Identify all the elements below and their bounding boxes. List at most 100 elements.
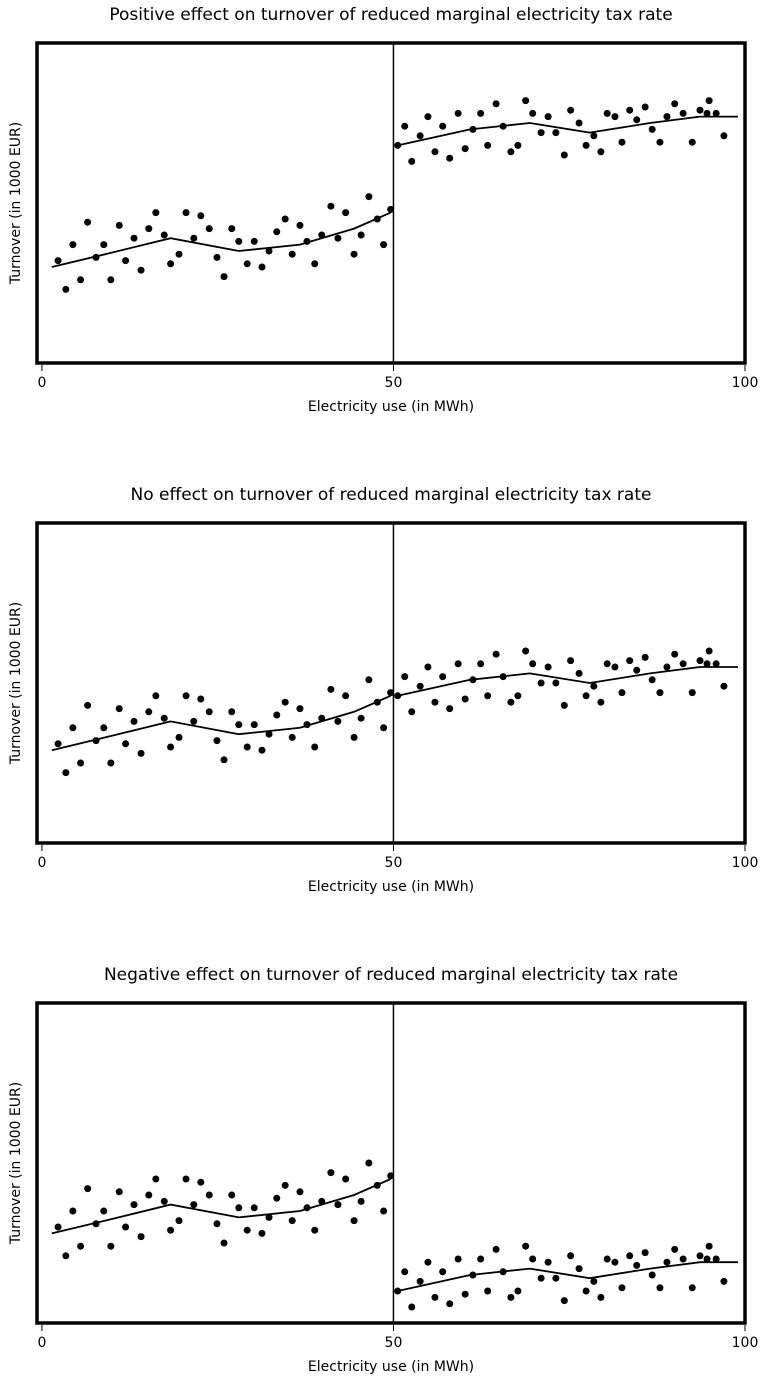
data-point bbox=[656, 1284, 664, 1292]
data-point bbox=[507, 148, 515, 156]
data-point bbox=[720, 682, 728, 690]
data-point bbox=[342, 209, 350, 217]
x-tick-label: 50 bbox=[385, 375, 403, 391]
data-point bbox=[446, 705, 454, 713]
data-point bbox=[205, 1191, 213, 1199]
data-point bbox=[603, 1255, 611, 1263]
data-point bbox=[597, 698, 605, 706]
x-tick-label: 100 bbox=[732, 855, 759, 871]
data-point bbox=[243, 1226, 251, 1234]
data-point bbox=[220, 756, 228, 764]
data-point bbox=[477, 1255, 485, 1263]
data-point bbox=[424, 1258, 432, 1266]
data-point bbox=[380, 1207, 388, 1215]
data-point bbox=[663, 113, 671, 121]
data-point bbox=[712, 660, 720, 668]
data-point bbox=[582, 692, 590, 700]
data-point bbox=[357, 1197, 365, 1205]
data-point bbox=[597, 148, 605, 156]
data-point bbox=[611, 1258, 619, 1266]
fit-line bbox=[51, 1178, 738, 1292]
data-point bbox=[439, 673, 447, 681]
data-point bbox=[507, 698, 515, 706]
data-point bbox=[288, 250, 296, 258]
data-point bbox=[69, 241, 77, 249]
data-point bbox=[696, 1252, 704, 1260]
data-point bbox=[424, 113, 432, 121]
y-axis-label: Turnover (in 1000 EUR) bbox=[8, 122, 24, 285]
data-point bbox=[703, 109, 711, 117]
data-point bbox=[182, 209, 190, 217]
data-point bbox=[522, 1242, 530, 1250]
data-point bbox=[560, 1297, 568, 1305]
data-point bbox=[446, 154, 454, 162]
data-point bbox=[567, 1252, 575, 1260]
data-point bbox=[235, 237, 243, 245]
data-point bbox=[152, 692, 160, 700]
data-point bbox=[416, 682, 424, 690]
data-point bbox=[618, 689, 626, 697]
data-point bbox=[514, 692, 522, 700]
data-point bbox=[115, 705, 123, 713]
data-point bbox=[365, 1159, 373, 1167]
data-point bbox=[167, 1226, 175, 1234]
data-point bbox=[197, 212, 205, 220]
data-point bbox=[705, 647, 713, 655]
data-point bbox=[522, 97, 530, 105]
data-point bbox=[107, 1242, 115, 1250]
data-point bbox=[567, 657, 575, 665]
data-point bbox=[663, 1258, 671, 1266]
plot-frame bbox=[35, 521, 747, 845]
data-point bbox=[243, 743, 251, 751]
data-point bbox=[334, 234, 342, 242]
data-point bbox=[560, 151, 568, 159]
data-point bbox=[408, 1303, 416, 1311]
data-point bbox=[160, 1197, 168, 1205]
data-point bbox=[529, 1255, 537, 1263]
x-tick-label: 0 bbox=[37, 855, 46, 871]
data-point bbox=[273, 1194, 281, 1202]
data-point bbox=[416, 1277, 424, 1285]
data-point bbox=[461, 1290, 469, 1298]
data-point bbox=[160, 714, 168, 722]
data-point bbox=[250, 721, 258, 729]
data-point bbox=[679, 109, 687, 117]
x-tick-label: 50 bbox=[385, 855, 403, 871]
plot-frame bbox=[35, 41, 747, 365]
data-point bbox=[250, 1204, 258, 1212]
data-point bbox=[130, 717, 138, 725]
data-point bbox=[590, 132, 598, 140]
data-point bbox=[611, 663, 619, 671]
data-point bbox=[671, 1245, 679, 1253]
data-point bbox=[152, 209, 160, 217]
data-point bbox=[416, 132, 424, 140]
data-point bbox=[350, 733, 358, 741]
data-point bbox=[671, 650, 679, 658]
data-point bbox=[590, 1277, 598, 1285]
data-point bbox=[288, 733, 296, 741]
data-point bbox=[439, 122, 447, 130]
data-point bbox=[54, 740, 62, 748]
data-point bbox=[663, 663, 671, 671]
data-point bbox=[529, 660, 537, 668]
data-point bbox=[265, 730, 273, 738]
data-point bbox=[273, 711, 281, 719]
data-point bbox=[311, 743, 319, 751]
data-point bbox=[603, 660, 611, 668]
data-point bbox=[603, 109, 611, 117]
data-point bbox=[235, 721, 243, 729]
data-point bbox=[575, 669, 583, 677]
data-point bbox=[424, 663, 432, 671]
data-point bbox=[281, 1181, 289, 1189]
data-point bbox=[454, 1255, 462, 1263]
chart-title: Positive effect on turnover of reduced m… bbox=[109, 5, 672, 25]
data-point bbox=[197, 1178, 205, 1186]
data-point bbox=[671, 100, 679, 108]
data-point bbox=[334, 717, 342, 725]
data-point bbox=[537, 1274, 545, 1282]
chart-title: No effect on turnover of reduced margina… bbox=[131, 485, 652, 505]
data-point bbox=[175, 733, 183, 741]
data-point bbox=[100, 724, 108, 732]
data-point bbox=[311, 1226, 319, 1234]
